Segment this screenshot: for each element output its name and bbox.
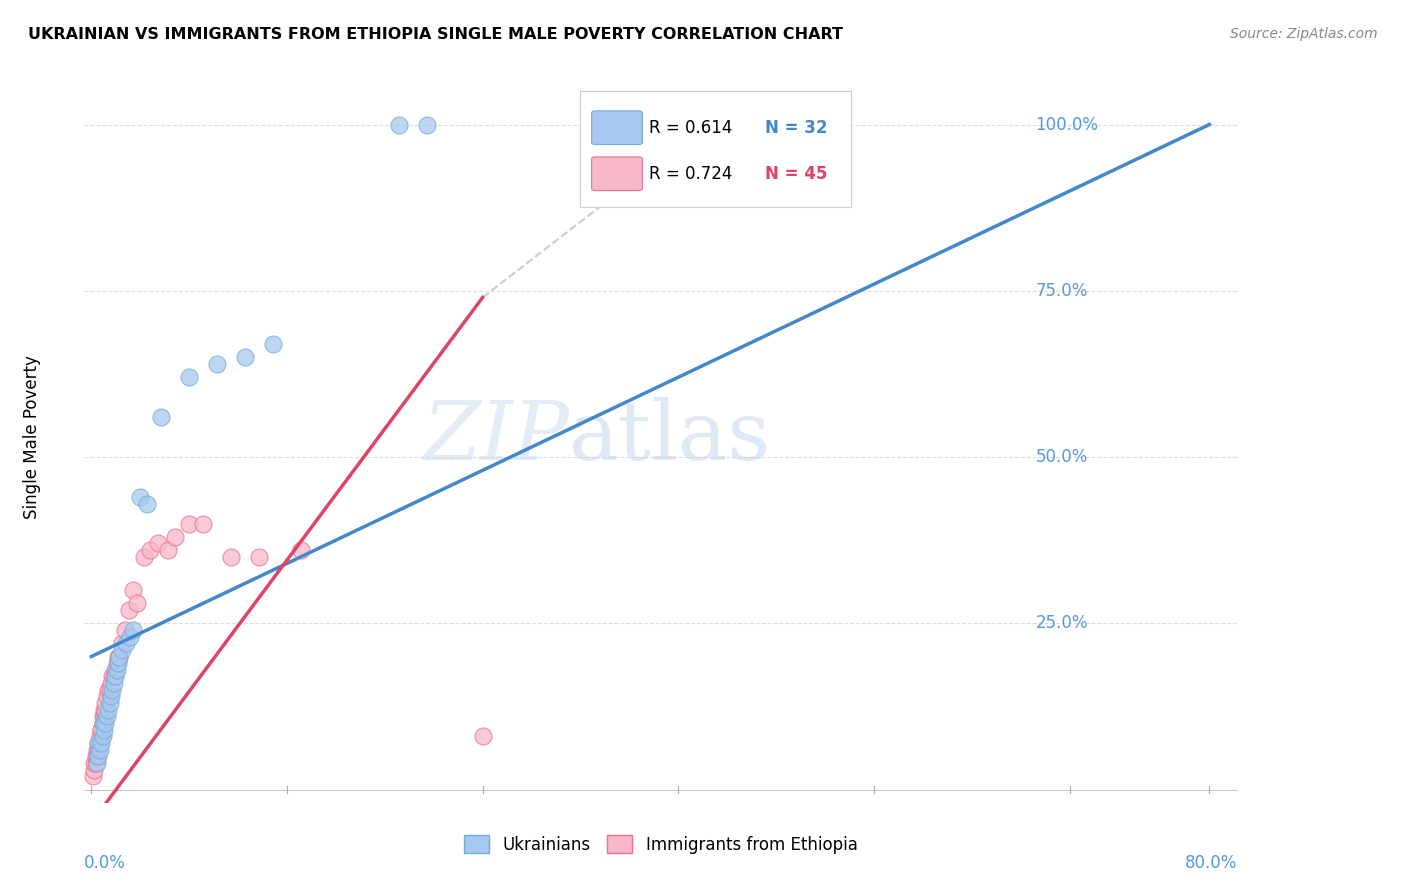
Point <box>105 663 128 677</box>
Point <box>136 497 159 511</box>
Point <box>165 530 187 544</box>
Text: atlas: atlas <box>568 397 770 477</box>
Point <box>82 769 104 783</box>
Text: 50.0%: 50.0% <box>1036 448 1088 466</box>
FancyBboxPatch shape <box>581 91 851 207</box>
Point <box>93 703 115 717</box>
Point <box>115 636 138 650</box>
Point <box>107 649 129 664</box>
Point <box>388 118 411 132</box>
Text: Source: ZipAtlas.com: Source: ZipAtlas.com <box>1230 27 1378 41</box>
Point <box>97 682 120 697</box>
Point <box>86 749 108 764</box>
Point <box>90 723 112 737</box>
Point <box>101 682 124 697</box>
Point <box>262 337 284 351</box>
Point <box>150 410 173 425</box>
Point <box>91 709 114 723</box>
Point <box>90 736 112 750</box>
Point <box>108 649 131 664</box>
Point <box>86 756 108 770</box>
Text: UKRAINIAN VS IMMIGRANTS FROM ETHIOPIA SINGLE MALE POVERTY CORRELATION CHART: UKRAINIAN VS IMMIGRANTS FROM ETHIOPIA SI… <box>28 27 844 42</box>
Point <box>139 543 162 558</box>
Point <box>89 729 111 743</box>
Point <box>104 669 127 683</box>
Point <box>84 749 107 764</box>
FancyBboxPatch shape <box>592 157 643 191</box>
Text: R = 0.614: R = 0.614 <box>650 119 733 136</box>
Point <box>101 669 124 683</box>
Point <box>118 603 141 617</box>
Text: 100.0%: 100.0% <box>1036 116 1098 134</box>
Legend: Ukrainians, Immigrants from Ethiopia: Ukrainians, Immigrants from Ethiopia <box>457 829 865 860</box>
Text: R = 0.724: R = 0.724 <box>650 165 733 183</box>
Point <box>179 370 201 384</box>
FancyBboxPatch shape <box>592 111 643 145</box>
Point <box>219 549 242 564</box>
Point <box>87 736 110 750</box>
Point <box>89 742 111 756</box>
Point <box>191 516 214 531</box>
Point <box>134 549 156 564</box>
Point <box>111 643 134 657</box>
Point <box>290 543 312 558</box>
Point <box>104 663 127 677</box>
Text: 80.0%: 80.0% <box>1185 854 1237 872</box>
Point <box>98 696 121 710</box>
Text: N = 45: N = 45 <box>765 165 827 183</box>
Point <box>111 636 134 650</box>
Point <box>90 723 112 737</box>
Point <box>97 703 120 717</box>
Point <box>93 723 115 737</box>
Point <box>416 118 439 132</box>
Point <box>84 756 107 770</box>
Point <box>100 676 122 690</box>
Point <box>94 703 117 717</box>
Point <box>94 716 117 731</box>
Point <box>96 690 118 704</box>
Text: Single Male Poverty: Single Male Poverty <box>24 355 42 519</box>
Point <box>122 582 145 597</box>
Point <box>114 623 136 637</box>
Point <box>129 490 152 504</box>
Point <box>94 696 117 710</box>
Point <box>98 682 121 697</box>
Point <box>103 676 125 690</box>
Point <box>108 649 131 664</box>
Text: ZIP: ZIP <box>422 397 568 477</box>
Point <box>83 756 105 770</box>
Point <box>247 549 270 564</box>
Point <box>96 709 118 723</box>
Point <box>471 729 494 743</box>
Text: 25.0%: 25.0% <box>1036 615 1088 632</box>
Point <box>87 749 110 764</box>
Point <box>87 742 110 756</box>
Point <box>157 543 180 558</box>
Point <box>91 716 114 731</box>
Point <box>86 742 108 756</box>
Point <box>91 729 114 743</box>
Point <box>83 763 105 777</box>
Point <box>127 596 149 610</box>
Point <box>179 516 201 531</box>
Point <box>105 656 128 670</box>
Text: 0.0%: 0.0% <box>84 854 127 872</box>
Point <box>122 623 145 637</box>
Point <box>93 709 115 723</box>
Point <box>89 736 111 750</box>
Point <box>107 656 129 670</box>
Point <box>205 357 228 371</box>
Point <box>100 690 122 704</box>
Point <box>233 351 256 365</box>
Point <box>103 669 125 683</box>
Point <box>148 536 170 550</box>
Text: N = 32: N = 32 <box>765 119 827 136</box>
Point <box>87 736 110 750</box>
Text: 75.0%: 75.0% <box>1036 282 1088 300</box>
Point <box>91 716 114 731</box>
Point <box>120 630 142 644</box>
